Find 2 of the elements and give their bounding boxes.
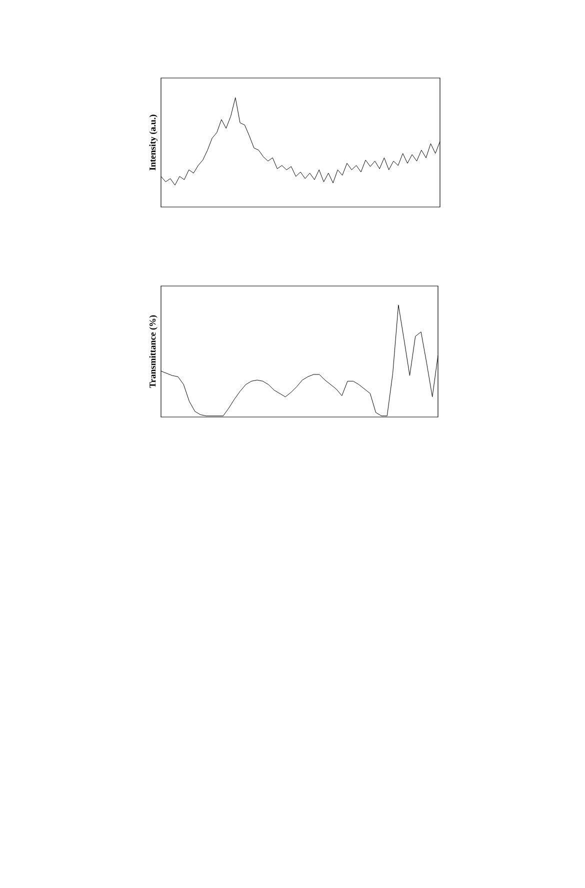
y-axis-title: Transmittance (%) [149, 315, 158, 388]
y-axis-title: Intensity (a.u.) [149, 114, 158, 170]
